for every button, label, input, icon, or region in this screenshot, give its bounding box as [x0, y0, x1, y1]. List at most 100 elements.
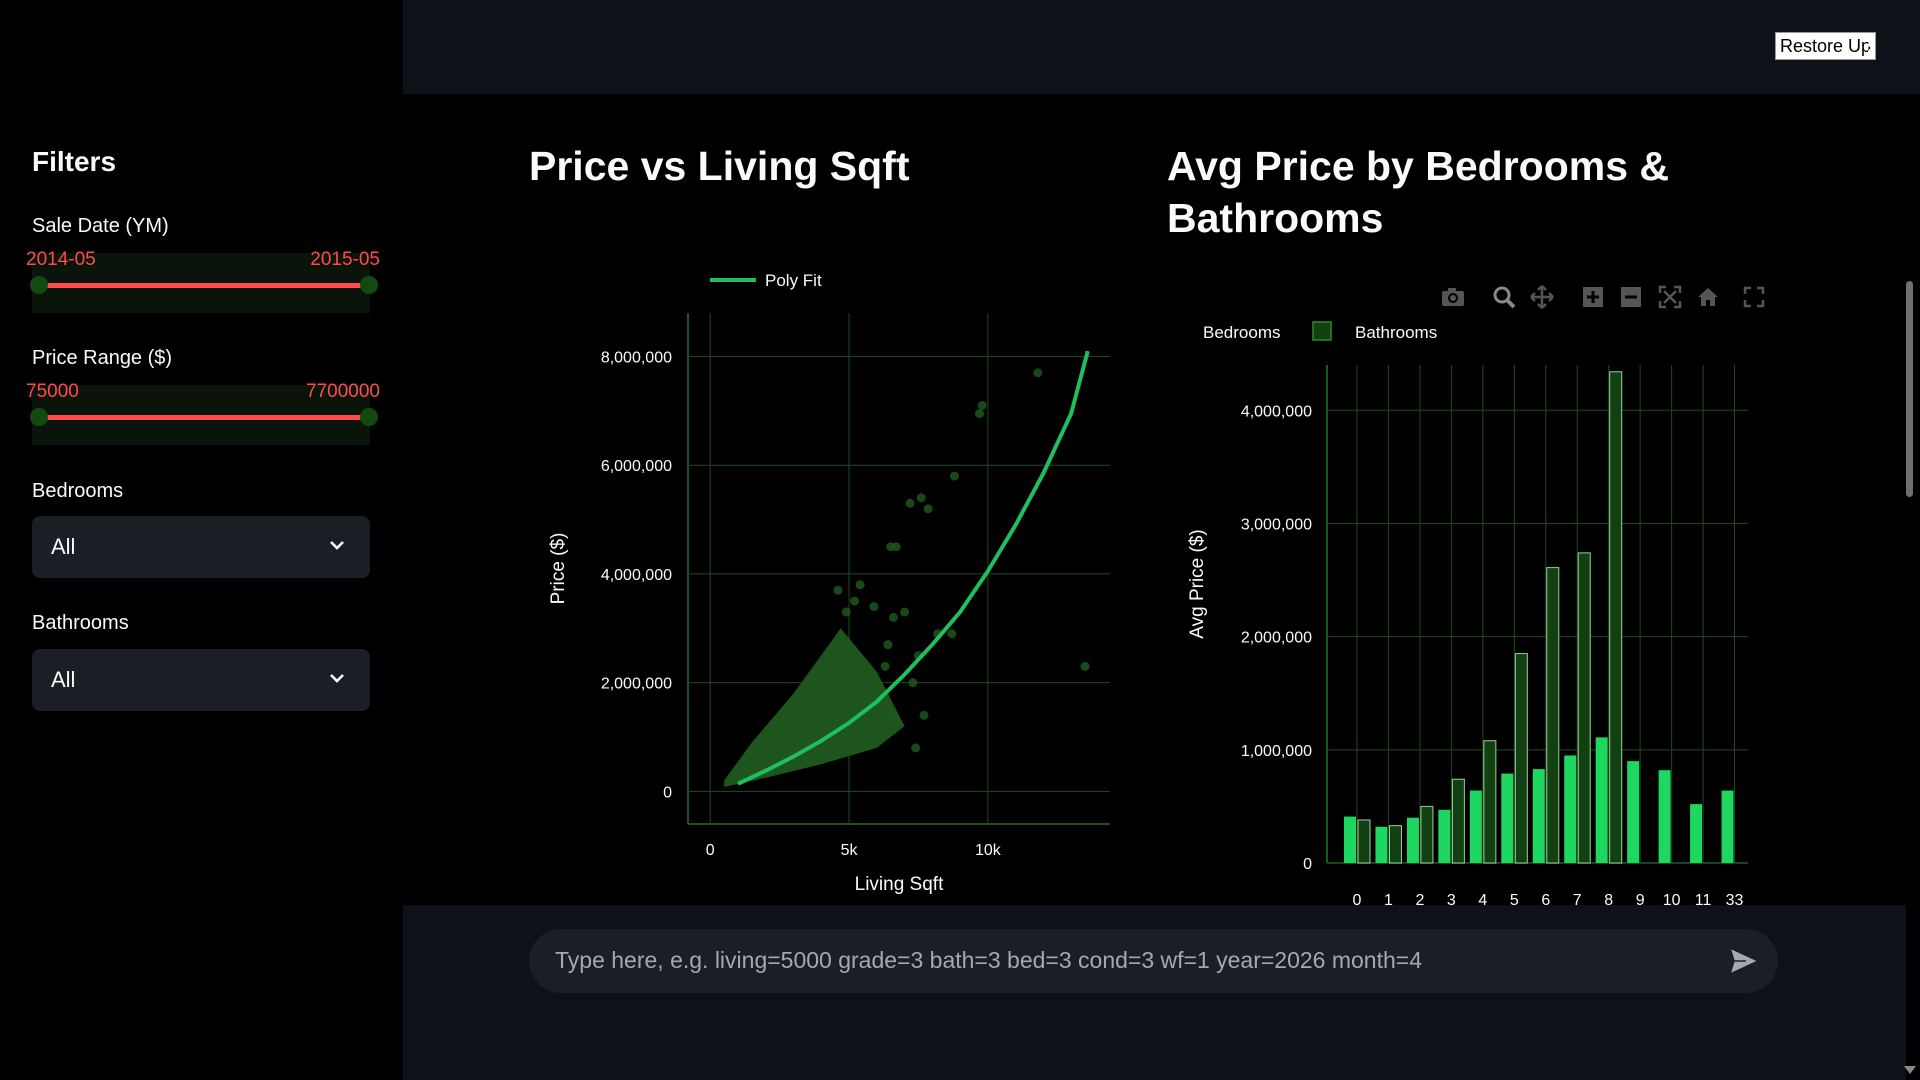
x-tick-label: 5k — [841, 842, 859, 859]
sale-date-min-handle[interactable] — [30, 276, 48, 294]
bar-bedrooms — [1469, 790, 1482, 863]
scatter-point — [869, 602, 879, 612]
bar-bathrooms — [1577, 552, 1591, 864]
x-tick-label: 0 — [706, 842, 715, 859]
y-axis-title: Price ($) — [548, 533, 569, 605]
bar-bathrooms — [1388, 825, 1402, 864]
x-tick-label: 5 — [1510, 892, 1519, 905]
bar-bathrooms — [1609, 371, 1623, 864]
bar-bathrooms — [1483, 740, 1497, 864]
bar-chart[interactable]: 0 1,000,000 2,000,000 3,000,000 4,000,000 0 1 2… — [1180, 315, 1760, 905]
price-range-track[interactable] — [40, 415, 362, 420]
bar-bathrooms — [1546, 567, 1560, 864]
chat-input[interactable]: Type here, e.g. living=5000 grade=3 bath… — [529, 929, 1778, 993]
x-tick-label: 2 — [1415, 892, 1424, 905]
x-tick-label: 9 — [1636, 892, 1645, 905]
bathrooms-select[interactable]: All — [32, 649, 370, 711]
price-range-max-handle[interactable] — [360, 408, 378, 426]
price-range-min-value: 75000 — [26, 381, 79, 402]
x-tick-label: 7 — [1573, 892, 1582, 905]
scatter-chart-title: Price vs Living Sqft — [529, 143, 910, 189]
chevron-down-icon — [330, 674, 344, 683]
scatter-point — [850, 596, 860, 606]
zoom-in-icon[interactable] — [1582, 286, 1604, 308]
bar-bathrooms — [1514, 653, 1528, 864]
zoom-icon[interactable] — [1492, 285, 1516, 309]
x-tick-label: 8 — [1604, 892, 1613, 905]
scroll-down-arrow[interactable] — [1904, 1066, 1916, 1074]
bar-bathrooms — [1357, 819, 1371, 864]
bar-bedrooms — [1564, 755, 1577, 863]
x-axis-title: Living Sqft — [855, 874, 944, 895]
scatter-chart[interactable]: 0 2,000,000 4,000,000 6,000,000 8,000,000 0 5k… — [530, 255, 1130, 905]
app-header — [403, 0, 1920, 94]
autoscale-icon[interactable] — [1658, 285, 1682, 309]
sale-date-track[interactable] — [40, 283, 362, 288]
x-tick-label: 0 — [1353, 892, 1362, 905]
fullscreen-icon[interactable] — [1743, 286, 1765, 308]
bar-bathrooms — [1451, 778, 1465, 864]
y-tick-label: 0 — [663, 784, 672, 801]
scatter-point — [888, 612, 898, 622]
sale-date-slider[interactable]: 2014-05 2015-05 — [26, 249, 380, 313]
bathrooms-select-value: All — [51, 667, 76, 692]
pan-icon[interactable] — [1530, 285, 1554, 309]
x-tick-label: 4 — [1478, 892, 1487, 905]
scatter-point — [855, 580, 865, 590]
price-range-slider[interactable]: 75000 7700000 — [26, 381, 380, 445]
y-tick-label: 2,000,000 — [601, 676, 672, 693]
bar-bedrooms — [1627, 761, 1640, 863]
scatter-point — [891, 542, 901, 552]
x-tick-label: 10 — [1663, 892, 1681, 905]
bar-bedrooms — [1658, 770, 1671, 863]
bar-bedrooms — [1690, 804, 1703, 863]
home-icon[interactable] — [1696, 285, 1720, 309]
scatter-point — [977, 400, 987, 410]
restore-up-button[interactable]: Restore Up — [1775, 32, 1877, 60]
scatter-point — [923, 504, 933, 514]
y-tick-label: 1,000,000 — [1241, 743, 1312, 760]
scatter-point — [1080, 661, 1090, 671]
scatter-point — [908, 678, 918, 688]
scatter-point — [905, 498, 915, 508]
bar-bathrooms — [1420, 805, 1434, 864]
scatter-point — [900, 607, 910, 617]
zoom-out-icon[interactable] — [1620, 286, 1642, 308]
chart-modebar — [1440, 284, 1770, 312]
y-tick-label: 6,000,000 — [601, 458, 672, 475]
x-tick-label: 6 — [1541, 892, 1550, 905]
x-tick-label: 3 — [1447, 892, 1456, 905]
y-axis-title: Avg Price ($) — [1187, 529, 1208, 638]
bar-bedrooms — [1721, 790, 1734, 863]
send-icon[interactable] — [1728, 946, 1760, 976]
scatter-point — [947, 629, 957, 639]
sale-date-min-value: 2014-05 — [26, 249, 96, 270]
y-tick-label: 8,000,000 — [601, 349, 672, 366]
scatter-point — [975, 409, 985, 419]
y-tick-label: 2,000,000 — [1241, 630, 1312, 647]
bedrooms-select[interactable]: All — [32, 516, 370, 578]
bar-bedrooms — [1501, 773, 1514, 863]
scatter-point — [833, 585, 843, 595]
x-tick-label: 33 — [1726, 892, 1744, 905]
kebab-menu-icon[interactable] — [1868, 35, 1874, 56]
scrollbar-thumb[interactable] — [1906, 281, 1913, 497]
bathrooms-label: Bathrooms — [32, 612, 129, 634]
scatter-point — [888, 710, 898, 720]
scatter-point — [950, 471, 960, 481]
y-tick-label: 3,000,000 — [1241, 516, 1312, 533]
scatter-point — [916, 493, 926, 503]
scatter-cloud — [724, 628, 905, 788]
camera-icon[interactable] — [1440, 286, 1466, 308]
x-tick-label: 11 — [1695, 892, 1712, 905]
y-tick-label: 4,000,000 — [601, 567, 672, 584]
bar-bedrooms — [1532, 769, 1545, 863]
chevron-down-icon — [330, 541, 344, 550]
sale-date-label: Sale Date (YM) — [32, 215, 169, 237]
sale-date-max-handle[interactable] — [360, 276, 378, 294]
scatter-point — [911, 743, 921, 753]
price-range-min-handle[interactable] — [30, 408, 48, 426]
legend-swatch-bathrooms — [1312, 321, 1332, 341]
scatter-point — [880, 661, 890, 671]
scatter-point — [1033, 368, 1043, 378]
